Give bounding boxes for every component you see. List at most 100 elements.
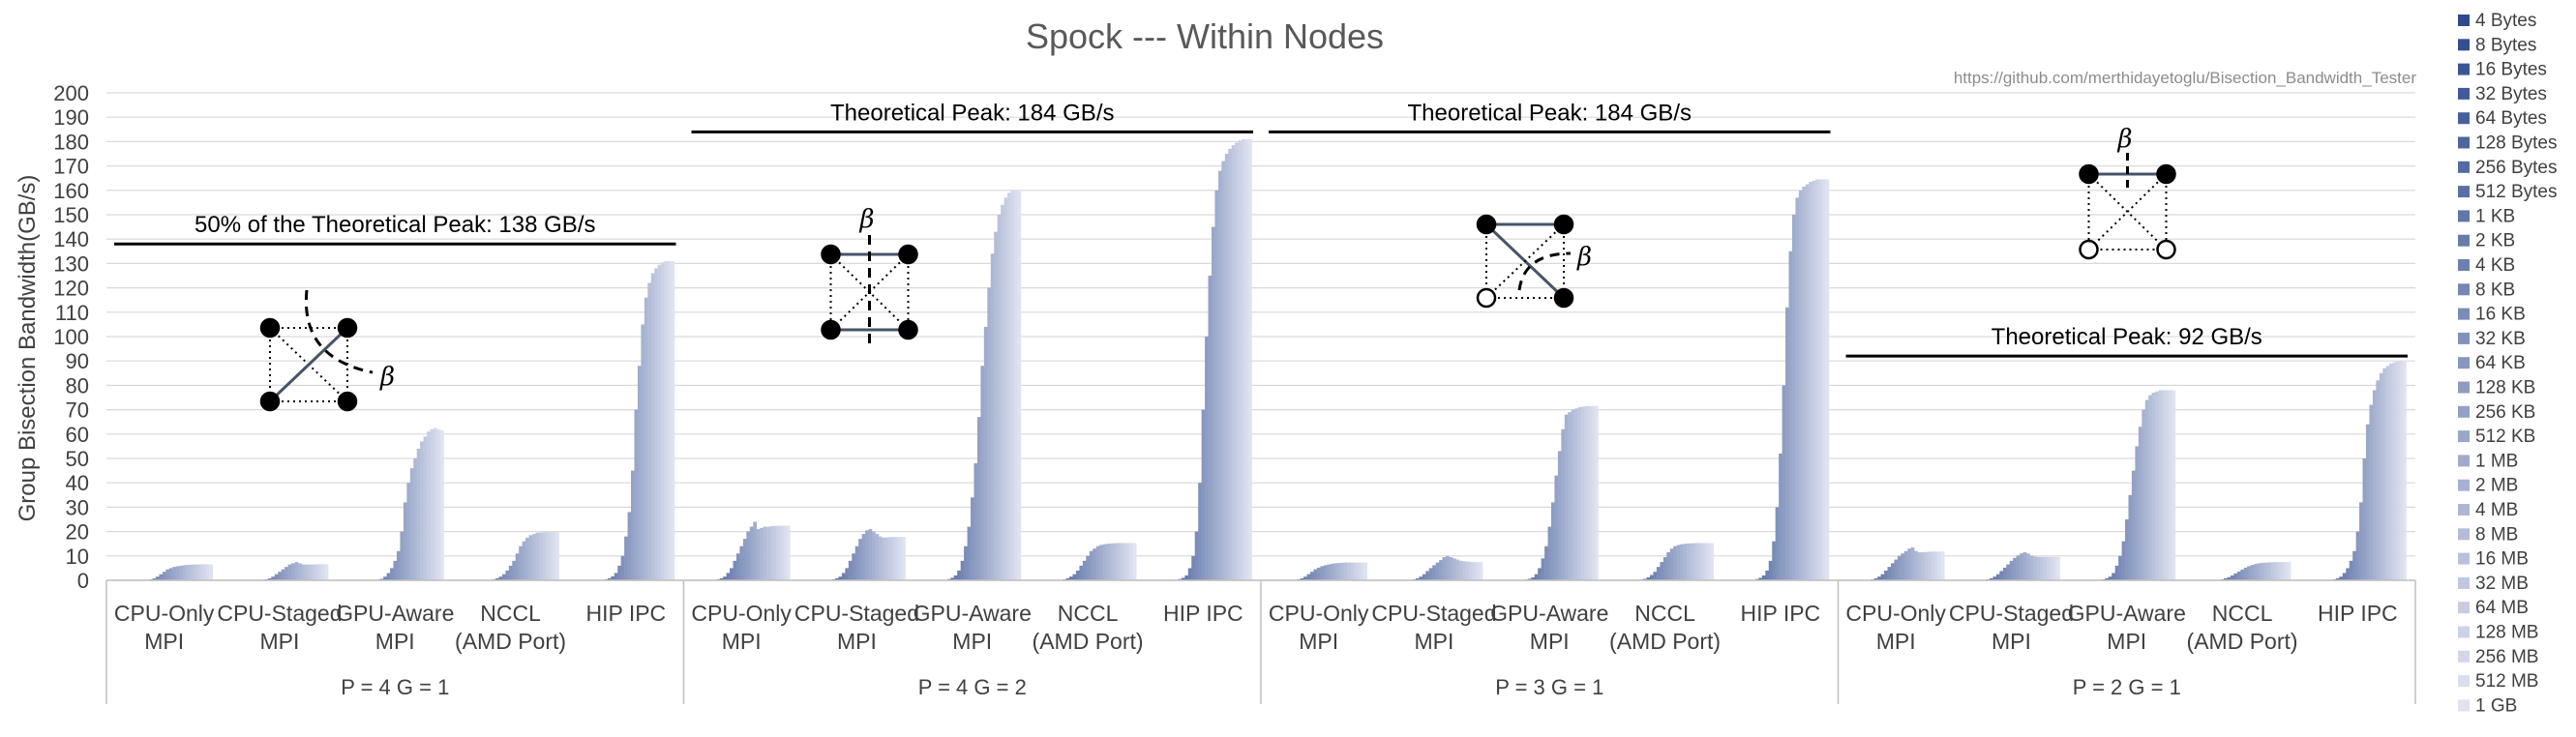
bar	[396, 550, 401, 580]
bar	[953, 575, 958, 580]
bar	[1089, 550, 1093, 580]
topology-diagram: β	[2079, 125, 2176, 260]
node-icon	[1553, 287, 1574, 309]
bar	[779, 525, 784, 580]
category-label: CPU-Only	[114, 601, 215, 626]
bar	[838, 576, 843, 580]
bar	[1086, 555, 1091, 580]
bar	[1363, 562, 1368, 580]
bar	[1191, 555, 1196, 580]
y-tick-label: 160	[53, 179, 89, 203]
legend-swatch	[2458, 210, 2470, 222]
legend-swatch	[2458, 675, 2470, 688]
bar	[2108, 576, 2112, 580]
legend-item: 512 MB	[2475, 671, 2538, 692]
peak-label: Theoretical Peak: 92 GB/s	[1992, 324, 2262, 350]
legend-item: 32 KB	[2475, 329, 2526, 349]
bar	[379, 578, 384, 580]
bar	[1903, 550, 1908, 580]
bar	[1910, 546, 1915, 580]
bar	[168, 568, 173, 580]
bar	[834, 577, 839, 580]
bar	[400, 531, 404, 580]
bar	[1782, 385, 1786, 580]
bar	[1357, 562, 1362, 580]
bar	[2266, 562, 2271, 580]
bar	[522, 541, 526, 580]
bar	[495, 577, 499, 580]
bar	[1653, 572, 1658, 580]
bar	[2240, 569, 2245, 580]
bar	[1917, 552, 1922, 580]
group-label: P = 3 G = 1	[1495, 675, 1603, 699]
bar	[287, 564, 292, 580]
legend-swatch	[2458, 528, 2470, 541]
bar	[1581, 406, 1585, 580]
bar	[1013, 190, 1018, 581]
bar	[156, 576, 160, 580]
bar	[403, 502, 407, 580]
bisection-cut	[1517, 251, 1572, 291]
bar	[193, 564, 196, 580]
bar	[1065, 577, 1070, 580]
bar	[735, 553, 740, 580]
node-icon	[1476, 214, 1497, 235]
bar	[1224, 154, 1229, 580]
bar	[1106, 544, 1110, 580]
bar	[1320, 566, 1325, 580]
bar	[2254, 564, 2258, 580]
bar	[1347, 562, 1351, 580]
bar	[2236, 571, 2241, 580]
bar	[409, 468, 414, 580]
bar	[895, 537, 899, 580]
bar	[1353, 562, 1358, 580]
node-icon	[337, 391, 358, 412]
legend-item: 2 MB	[2475, 476, 2518, 496]
legend-swatch	[2458, 112, 2470, 125]
bar	[1791, 215, 1796, 580]
source-url: https://github.com/merthidayetoglu/Bisec…	[1954, 69, 2416, 87]
bar	[994, 231, 998, 580]
bar	[2250, 565, 2255, 580]
bar	[1822, 179, 1826, 580]
bar	[854, 545, 859, 580]
y-tick-label: 140	[53, 227, 89, 251]
bar	[1432, 565, 1436, 580]
bar	[786, 525, 791, 580]
bar	[1772, 541, 1776, 580]
bar	[525, 537, 529, 580]
bar	[723, 576, 727, 580]
bar	[1992, 576, 1997, 580]
bar	[1330, 563, 1334, 580]
legend-item: 32 MB	[2475, 574, 2529, 594]
category-label: HIP IPC	[586, 601, 667, 626]
bar	[1419, 576, 1423, 580]
bar	[2277, 562, 2282, 580]
bar	[406, 483, 411, 580]
bar	[413, 458, 418, 580]
bar	[1248, 138, 1252, 580]
bar	[2287, 562, 2291, 580]
bar	[1112, 543, 1117, 580]
bar	[1333, 563, 1337, 580]
legend-item: 256 MB	[2475, 647, 2538, 667]
bar	[861, 534, 866, 580]
bar	[2355, 531, 2360, 580]
legend-item: 64 Bytes	[2475, 108, 2547, 129]
bar	[2165, 390, 2170, 580]
bar	[1109, 543, 1114, 580]
bar	[733, 560, 737, 580]
bar	[2006, 564, 2011, 580]
bisection-cut	[304, 289, 374, 374]
category-label: MPI	[2107, 629, 2146, 654]
bar	[2138, 427, 2142, 580]
category-label: NCCL	[480, 601, 541, 626]
category-label: MPI	[1992, 629, 2031, 654]
bar	[746, 531, 751, 580]
bar	[1211, 226, 1215, 580]
bar	[1710, 543, 1714, 580]
category-label: MPI	[1415, 629, 1454, 654]
bar	[980, 366, 985, 580]
legend-swatch	[2458, 259, 2470, 271]
